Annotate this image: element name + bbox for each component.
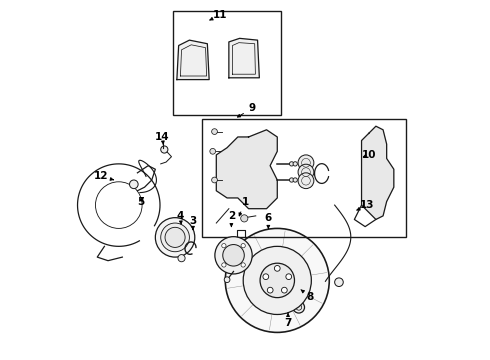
Polygon shape [177,40,209,80]
Circle shape [293,162,297,166]
Text: 4: 4 [177,211,184,224]
Circle shape [212,129,218,134]
Circle shape [286,274,292,280]
Circle shape [293,178,297,182]
Circle shape [224,277,230,283]
Circle shape [161,146,168,153]
Text: 11: 11 [210,10,227,20]
Text: 13: 13 [357,200,374,210]
Text: 9: 9 [238,103,256,117]
Circle shape [161,223,190,252]
Circle shape [298,164,314,180]
Circle shape [268,287,273,293]
Circle shape [263,274,269,280]
Circle shape [274,265,280,271]
Circle shape [155,218,195,257]
Text: 3: 3 [189,216,196,229]
Circle shape [215,237,252,274]
Circle shape [212,177,218,183]
Circle shape [222,263,226,267]
Circle shape [243,246,311,315]
Polygon shape [362,126,394,220]
Text: 2: 2 [228,211,235,227]
Text: 1: 1 [239,197,248,216]
Circle shape [298,173,314,189]
Circle shape [129,180,138,189]
Text: 10: 10 [362,150,376,160]
Bar [202,119,406,237]
Circle shape [241,215,248,222]
Circle shape [290,178,294,182]
Bar [173,12,281,116]
Circle shape [241,263,245,267]
Circle shape [281,287,287,293]
Circle shape [260,263,294,298]
Text: 12: 12 [94,171,114,181]
Circle shape [165,227,185,247]
Circle shape [335,278,343,287]
Polygon shape [216,130,277,209]
Circle shape [225,228,329,332]
Text: 7: 7 [284,313,292,328]
Circle shape [241,243,245,248]
Circle shape [293,302,304,313]
Circle shape [223,244,245,266]
Circle shape [298,155,314,171]
Circle shape [210,148,216,154]
Text: 14: 14 [155,132,170,145]
Circle shape [178,255,185,262]
Text: 8: 8 [301,290,313,302]
Text: 6: 6 [265,213,272,229]
Circle shape [290,162,294,166]
Polygon shape [229,39,259,78]
Circle shape [222,243,226,248]
Text: 5: 5 [137,197,145,207]
